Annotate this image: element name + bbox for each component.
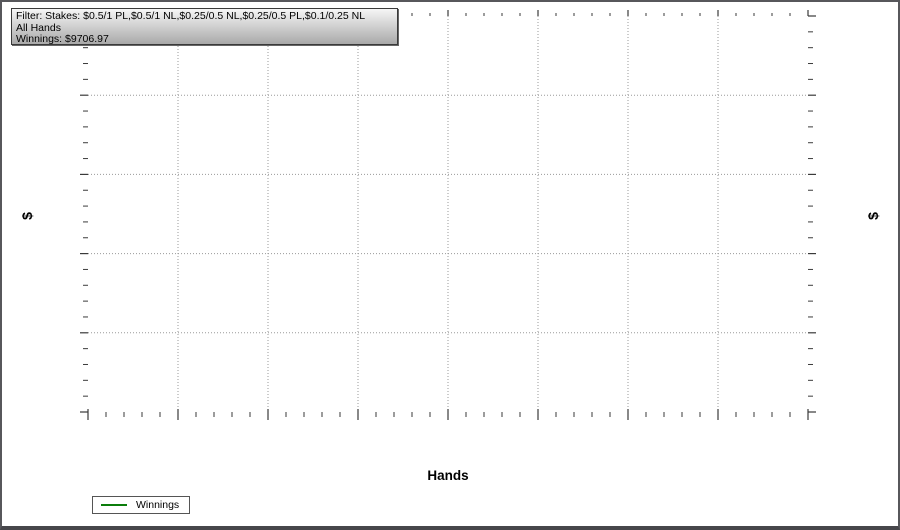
y-axis-title-right: $	[865, 212, 881, 220]
x-axis-title: Hands	[427, 468, 469, 483]
legend-box: Winnings	[92, 496, 191, 514]
legend-label: Winnings	[136, 498, 180, 511]
filter-hands-text: All Hands	[16, 22, 61, 34]
filter-stakes-text: Filter: Stakes: $0.5/1 PL,$0.5/1 NL,$0.2…	[16, 11, 366, 22]
legend-line-sample-icon	[101, 504, 127, 506]
filter-winnings-text: Winnings: $9706.97	[16, 34, 109, 45]
y-axis-title-left: $	[19, 212, 35, 220]
filter-info-box: Filter: Stakes: $0.5/1 PL,$0.5/1 NL,$0.2…	[11, 8, 398, 45]
